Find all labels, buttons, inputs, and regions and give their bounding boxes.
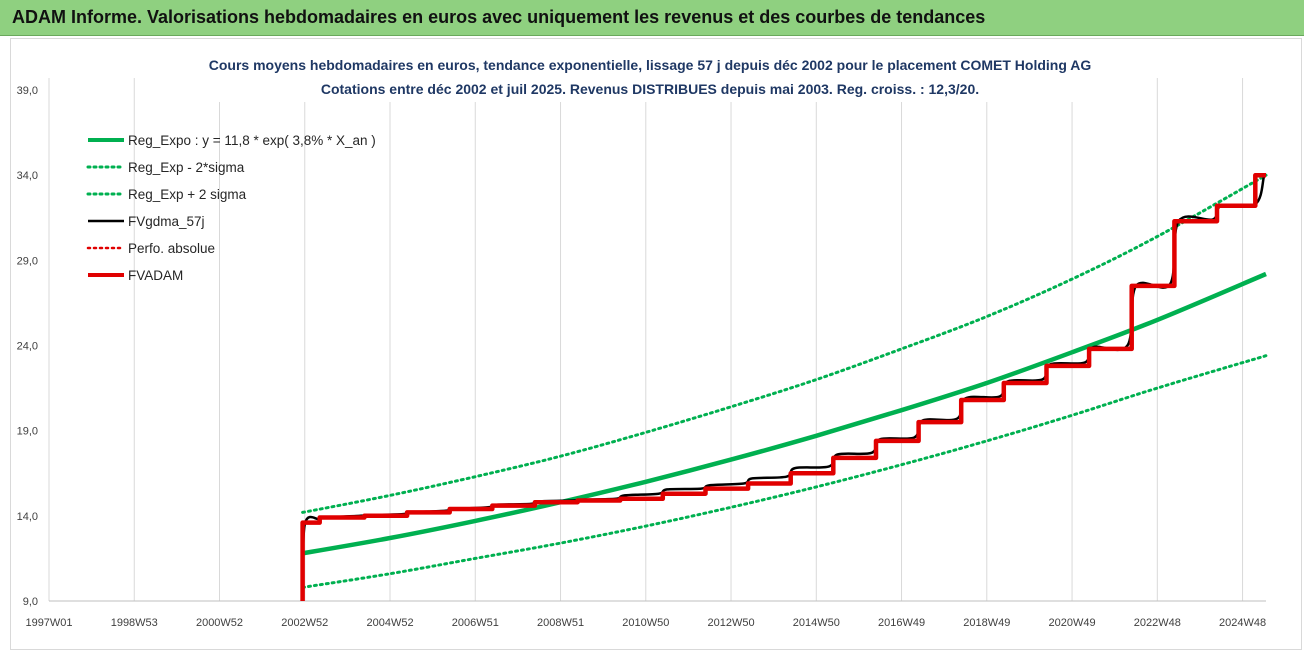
chart-subtitle: Cotations entre déc 2002 et juil 2025. R… <box>321 81 979 97</box>
x-tick-label: 1998W53 <box>111 617 158 629</box>
legend-label-fvadam: FVADAM <box>128 268 183 283</box>
legend-label-reg-exp-2-sigma: Reg_Exp - 2*sigma <box>128 160 245 175</box>
x-tick-label: 2010W50 <box>622 617 669 629</box>
x-tick-label: 2002W52 <box>281 617 328 629</box>
chart-title: Cours moyens hebdomadaires en euros, ten… <box>209 57 1092 73</box>
x-tick-label: 2012W50 <box>707 617 754 629</box>
series-line-reg-expo-y-11-8-exp-3-8-x-an <box>302 271 1267 556</box>
series-line-reg-exp-2-sigma <box>301 173 1268 514</box>
series-layer <box>300 172 1268 602</box>
x-axis-ticks: 1997W01 1998W53 2000W52 2002W52 2004W52 2006W… <box>25 617 1266 629</box>
legend-label-reg-exp-2-sigma: Reg_Exp + 2 sigma <box>128 187 247 202</box>
report-title: ADAM Informe. Valorisations hebdomadaire… <box>12 7 986 27</box>
series-line-reg-exp-2-sigma <box>301 354 1268 589</box>
x-tick-label: 2006W51 <box>452 617 499 629</box>
legend: Reg_Expo : y = 11,8 * exp( 3,8% * X_an )… <box>86 133 376 283</box>
x-tick-label: 2000W52 <box>196 617 243 629</box>
x-tick-label: 2008W51 <box>537 617 584 629</box>
x-tick-label: 2016W49 <box>878 617 925 629</box>
x-tick-label: 2014W50 <box>793 617 840 629</box>
y-tick-label: 19,0 <box>17 426 38 438</box>
y-tick-label: 29,0 <box>17 255 38 267</box>
legend-label-reg-expo-y-11-8-exp-3-8-x-an: Reg_Expo : y = 11,8 * exp( 3,8% * X_an ) <box>128 133 376 148</box>
x-tick-label: 2020W49 <box>1049 617 1096 629</box>
y-tick-label: 39,0 <box>17 85 38 97</box>
y-tick-label: 24,0 <box>17 341 38 353</box>
series-line-fvgdma-57j <box>301 176 1266 602</box>
y-tick-label: 9,0 <box>23 596 38 608</box>
series-line-fvadam <box>300 172 1266 601</box>
x-tick-label: 2004W52 <box>366 617 413 629</box>
x-tick-label: 2022W48 <box>1134 617 1181 629</box>
legend-label-perfo-absolue: Perfo. absolue <box>128 241 215 256</box>
chart-frame <box>10 38 1302 650</box>
x-tick-label: 2024W48 <box>1219 617 1266 629</box>
legend-label-fvgdma-57j: FVgdma_57j <box>128 214 205 229</box>
x-tick-label: 2018W49 <box>963 617 1010 629</box>
y-tick-label: 14,0 <box>17 511 38 523</box>
header-bar: ADAM Informe. Valorisations hebdomadaire… <box>0 0 1304 36</box>
y-tick-label: 34,0 <box>17 170 38 182</box>
grid-lines <box>48 78 1266 602</box>
title-background <box>186 50 1116 102</box>
y-axis-ticks: 9,0 14,0 19,0 24,0 29,0 34,0 39,0 <box>17 85 38 608</box>
x-tick-label: 1997W01 <box>25 617 72 629</box>
